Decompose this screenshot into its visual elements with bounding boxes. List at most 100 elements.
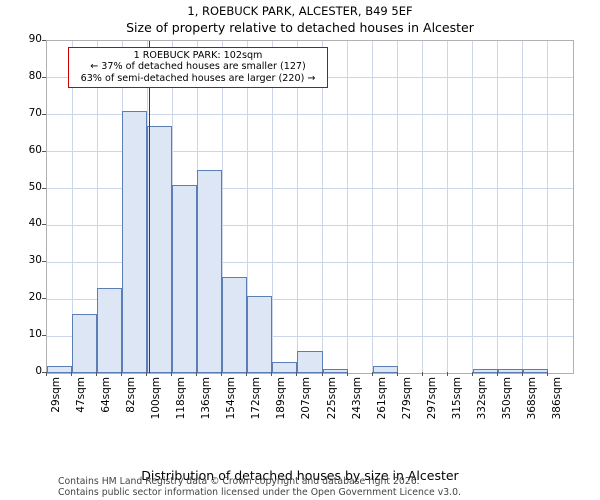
gridline-vertical xyxy=(246,41,248,373)
gridline-vertical xyxy=(221,41,223,373)
bar xyxy=(47,365,73,373)
gridline-horizontal xyxy=(47,151,573,153)
x-tick-label: 297sqm xyxy=(425,377,438,420)
y-tick-label: 40 xyxy=(28,217,42,230)
gridline-vertical xyxy=(522,41,524,373)
footer-line-2: Contains public sector information licen… xyxy=(58,487,461,498)
x-tick-label: 225sqm xyxy=(325,377,338,420)
chart-title: 1, ROEBUCK PARK, ALCESTER, B49 5EF xyxy=(187,4,413,18)
x-tick-mark xyxy=(471,372,473,376)
bar xyxy=(272,361,298,373)
annotation-line-1: 1 ROEBUCK PARK: 102sqm xyxy=(133,50,263,61)
bar xyxy=(247,295,273,373)
x-tick-mark xyxy=(196,372,198,376)
gridline-vertical xyxy=(372,41,374,373)
gridline-vertical xyxy=(447,41,449,373)
bar xyxy=(222,277,248,373)
x-tick-label: 386sqm xyxy=(550,377,563,420)
x-tick-mark xyxy=(271,372,273,376)
gridline-vertical xyxy=(296,41,298,373)
property-annotation-box: 1 ROEBUCK PARK: 102sqm ← 37% of detached… xyxy=(68,47,328,89)
gridline-vertical xyxy=(347,41,349,373)
gridline-vertical xyxy=(71,41,73,373)
x-tick-mark xyxy=(446,372,448,376)
bar xyxy=(97,288,123,373)
x-tick-label: 261sqm xyxy=(375,377,388,420)
y-tick-mark xyxy=(42,224,46,226)
bar xyxy=(297,350,323,373)
y-tick-label: 50 xyxy=(28,180,42,193)
annotation-line-2: ← 37% of detached houses are smaller (12… xyxy=(90,61,306,73)
y-tick-label: 10 xyxy=(28,328,42,341)
x-tick-label: 243sqm xyxy=(350,377,363,420)
x-tick-label: 29sqm xyxy=(50,377,62,413)
gridline-horizontal xyxy=(47,298,573,300)
x-tick-mark xyxy=(46,372,47,376)
x-tick-label: 64sqm xyxy=(100,377,113,413)
bar xyxy=(72,313,98,373)
annotation-line-3: 63% of semi-detached houses are larger (… xyxy=(80,72,316,84)
x-tick-label: 332sqm xyxy=(475,377,488,420)
x-tick-mark xyxy=(496,372,498,376)
x-tick-mark xyxy=(546,372,548,376)
y-tick-label: 0 xyxy=(35,365,42,377)
x-tick-label: 82sqm xyxy=(125,377,138,413)
bar xyxy=(522,369,548,373)
property-marker-line xyxy=(149,41,151,373)
y-tick-label: 80 xyxy=(28,69,42,82)
gridline-vertical xyxy=(271,41,273,373)
x-tick-label: 350sqm xyxy=(500,377,513,420)
bar xyxy=(497,369,523,373)
bar xyxy=(122,111,148,373)
gridline-vertical xyxy=(422,41,424,373)
y-tick-label: 60 xyxy=(28,143,42,156)
plot-area xyxy=(46,40,574,374)
y-tick-mark xyxy=(42,298,46,300)
x-tick-mark xyxy=(146,372,148,376)
x-tick-mark xyxy=(246,372,248,376)
x-tick-label: 154sqm xyxy=(225,377,238,420)
y-tick-mark xyxy=(42,113,46,115)
x-tick-label: 47sqm xyxy=(75,377,88,413)
gridline-vertical xyxy=(322,41,324,373)
x-tick-mark xyxy=(221,372,223,376)
y-tick-label: 90 xyxy=(28,33,42,45)
x-tick-mark xyxy=(321,372,323,376)
y-tick-mark xyxy=(42,76,46,78)
x-tick-mark xyxy=(121,372,123,376)
gridline-horizontal xyxy=(47,224,573,226)
y-tick-label: 20 xyxy=(28,291,42,304)
gridline-vertical xyxy=(472,41,474,373)
x-tick-mark xyxy=(371,372,373,376)
bar xyxy=(147,125,173,373)
bar xyxy=(322,369,348,373)
y-tick-mark xyxy=(42,372,46,373)
chart-subtitle: Size of property relative to detached ho… xyxy=(126,20,474,35)
bar xyxy=(172,184,198,373)
bar xyxy=(197,170,223,373)
y-tick-mark xyxy=(42,261,46,263)
x-tick-label: 118sqm xyxy=(175,377,188,420)
gridline-vertical xyxy=(96,41,98,373)
x-tick-label: 136sqm xyxy=(200,377,213,420)
y-tick-mark xyxy=(42,187,46,189)
bar xyxy=(372,365,398,373)
gridline-vertical xyxy=(497,41,499,373)
y-tick-label: 30 xyxy=(28,254,42,267)
x-tick-label: 100sqm xyxy=(150,377,163,420)
x-tick-mark xyxy=(71,372,73,376)
x-tick-label: 279sqm xyxy=(400,377,413,420)
gridline-vertical xyxy=(547,41,549,373)
gridline-vertical xyxy=(397,41,399,373)
gridline-horizontal xyxy=(47,335,573,337)
x-tick-label: 172sqm xyxy=(250,377,263,420)
gridline-horizontal xyxy=(47,188,573,190)
x-axis-label: Distribution of detached houses by size … xyxy=(141,468,459,483)
x-tick-mark xyxy=(396,372,398,376)
x-tick-mark xyxy=(96,372,98,376)
x-tick-label: 315sqm xyxy=(450,377,463,420)
x-tick-mark xyxy=(421,372,423,376)
y-tick-label: 70 xyxy=(28,106,42,119)
x-tick-label: 207sqm xyxy=(300,377,313,420)
